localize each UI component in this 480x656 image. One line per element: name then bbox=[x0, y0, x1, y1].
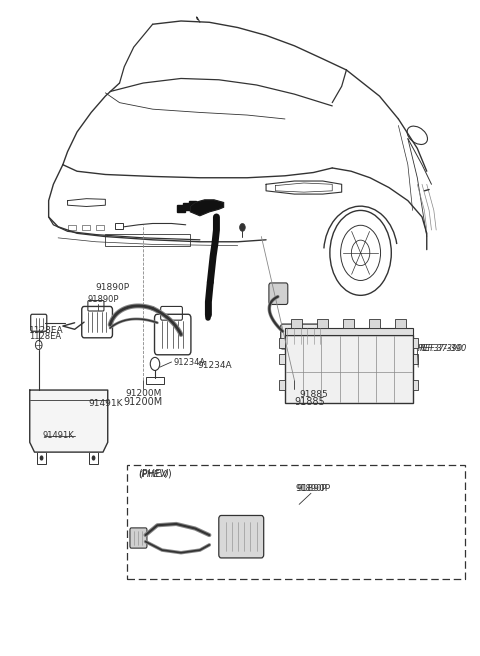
Bar bbox=[37, 452, 46, 464]
Bar bbox=[96, 225, 105, 230]
Bar bbox=[67, 403, 91, 432]
Bar bbox=[285, 328, 413, 335]
Bar bbox=[413, 380, 418, 390]
Bar bbox=[413, 354, 418, 364]
Bar bbox=[413, 338, 418, 348]
Bar bbox=[189, 201, 196, 209]
Polygon shape bbox=[191, 200, 224, 216]
Text: (PHEV): (PHEV) bbox=[138, 470, 169, 480]
Bar bbox=[279, 380, 285, 390]
Bar bbox=[89, 452, 98, 464]
Circle shape bbox=[240, 224, 245, 232]
Text: REF.37-390: REF.37-390 bbox=[418, 344, 463, 354]
Bar bbox=[37, 403, 61, 432]
Bar bbox=[279, 338, 285, 348]
Text: 91890P: 91890P bbox=[87, 295, 119, 304]
Text: 1128EA: 1128EA bbox=[29, 332, 61, 341]
Text: 1128EA: 1128EA bbox=[29, 326, 63, 335]
Text: 91491K: 91491K bbox=[43, 431, 75, 440]
Bar bbox=[183, 203, 191, 211]
Bar bbox=[127, 465, 465, 579]
Bar bbox=[285, 335, 413, 403]
Bar bbox=[177, 205, 185, 213]
Text: 91890P: 91890P bbox=[296, 483, 330, 493]
Circle shape bbox=[92, 455, 96, 461]
Text: 91200M: 91200M bbox=[123, 397, 163, 407]
Bar bbox=[395, 319, 407, 328]
Bar bbox=[68, 225, 76, 230]
Bar bbox=[290, 319, 302, 328]
Text: (PHEV): (PHEV) bbox=[138, 468, 172, 478]
Text: 91491K: 91491K bbox=[89, 399, 123, 407]
Text: 91234A: 91234A bbox=[198, 361, 232, 371]
Bar bbox=[279, 354, 285, 364]
Text: REF.37-390: REF.37-390 bbox=[420, 344, 467, 354]
Bar bbox=[106, 234, 191, 246]
Bar bbox=[146, 377, 164, 384]
Text: 91234A: 91234A bbox=[174, 358, 206, 367]
Bar bbox=[115, 223, 123, 230]
FancyBboxPatch shape bbox=[130, 528, 147, 548]
Circle shape bbox=[40, 455, 44, 461]
Text: 91890P: 91890P bbox=[295, 483, 327, 493]
Bar bbox=[82, 225, 90, 230]
Text: 91200M: 91200M bbox=[125, 389, 161, 398]
FancyBboxPatch shape bbox=[219, 516, 264, 558]
Text: 91890P: 91890P bbox=[96, 283, 130, 292]
FancyBboxPatch shape bbox=[269, 283, 288, 304]
FancyBboxPatch shape bbox=[281, 324, 327, 349]
Bar bbox=[369, 319, 381, 328]
Text: 91885: 91885 bbox=[299, 390, 328, 399]
Polygon shape bbox=[30, 390, 108, 452]
Text: 91885: 91885 bbox=[294, 397, 325, 407]
Bar bbox=[343, 319, 354, 328]
Bar bbox=[317, 319, 328, 328]
